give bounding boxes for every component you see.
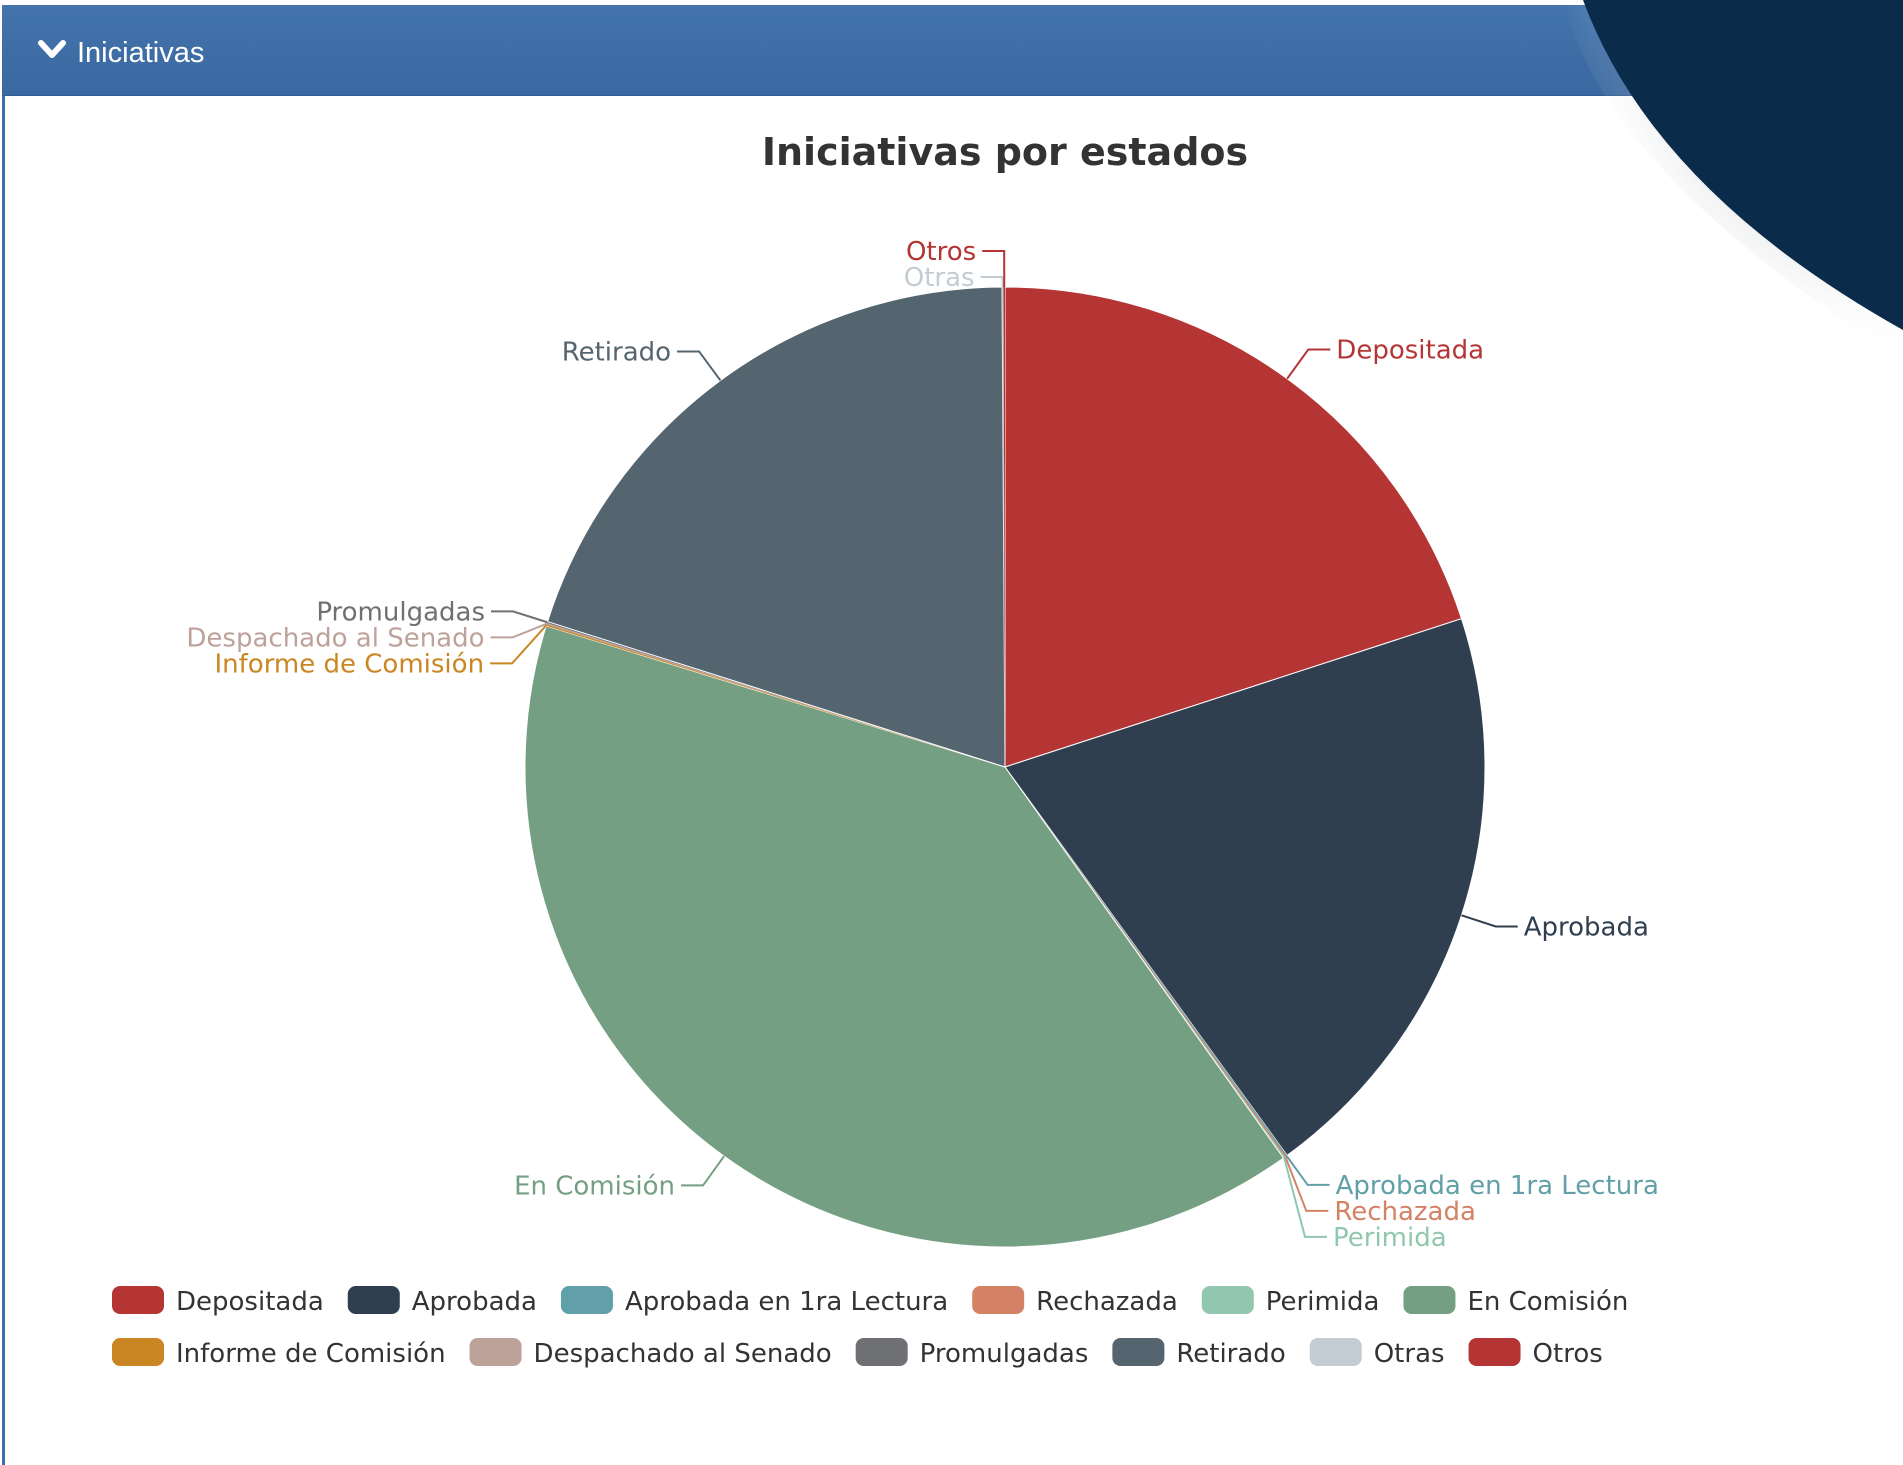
legend-swatch (560, 1286, 613, 1314)
pie-leader-line-depositada (1286, 348, 1331, 380)
pie-leader-line-retirado (677, 350, 722, 382)
pie-leader-line-perimida (1283, 1157, 1328, 1238)
pie-leader-line-otros (982, 250, 1006, 288)
legend-label: Otras (1374, 1339, 1445, 1369)
legend-swatch (1403, 1286, 1456, 1314)
pie-label-retirado: Retirado (562, 337, 671, 367)
legend-label: Retirado (1176, 1339, 1285, 1369)
legend-label: Depositada (176, 1287, 324, 1317)
pie-leader-line-aprobada-en-1ra-lectura (1285, 1155, 1330, 1186)
pie-leader-line-en-comision (681, 1155, 725, 1187)
chart-title: Iniciativas por estados (762, 130, 1248, 174)
panel-title[interactable]: Iniciativas (77, 37, 205, 69)
legend-label: Aprobada en 1ra Lectura (625, 1287, 948, 1317)
pie-label-promulgadas: Promulgadas (316, 597, 485, 627)
pie-leader-line-otras (980, 276, 1004, 288)
pie-label-aprobada-en-1ra-lectura: Aprobada en 1ra Lectura (1336, 1171, 1659, 1201)
legend-label: Otros (1533, 1339, 1603, 1369)
legend-swatch (972, 1286, 1025, 1314)
legend-label: Perimida (1266, 1287, 1380, 1317)
panel-frame (2, 5, 1903, 1465)
pie-label-en-comision: En Comisión (514, 1171, 675, 1201)
legend-swatch (469, 1338, 522, 1366)
pie-slice-otras[interactable] (1001, 287, 1005, 767)
chevron-down-icon[interactable] (38, 39, 66, 61)
legend-label: Informe de Comisión (176, 1339, 446, 1369)
pie-slice-informe-de-comision[interactable] (546, 624, 1005, 767)
pie-slice-aprobada-en-1ra-lectura[interactable] (1005, 767, 1288, 1157)
legend-label: Promulgadas (920, 1339, 1089, 1369)
legend-item-otras[interactable]: Otras (1309, 1338, 1445, 1369)
pie-label-informe-de-comision: Informe de Comisión (214, 649, 484, 679)
pie-label-depositada: Depositada (1336, 336, 1484, 366)
pie-slice-rechazada[interactable] (1005, 767, 1286, 1158)
pie-leader-line-rechazada (1284, 1156, 1329, 1212)
legend-swatch (1112, 1338, 1165, 1366)
pie-leader-line-despachado-al-senado (490, 622, 548, 639)
legend-item-en-comision[interactable]: En Comisión (1403, 1286, 1628, 1317)
legend-label: Despachado al Senado (534, 1339, 832, 1369)
legend-label: Rechazada (1036, 1287, 1178, 1317)
pie-label-otros: Otros (906, 237, 976, 267)
legend-swatch (1201, 1286, 1254, 1314)
legend-item-promulgadas[interactable]: Promulgadas (855, 1338, 1089, 1369)
legend-item-perimida[interactable]: Perimida (1201, 1286, 1380, 1317)
pie-label-aprobada: Aprobada (1524, 912, 1649, 942)
legend-item-retirado[interactable]: Retirado (1112, 1338, 1286, 1369)
legend-swatch (112, 1338, 164, 1366)
legend-item-otros[interactable]: Otros (1468, 1338, 1603, 1369)
pie-label-otras: Otras (904, 263, 975, 293)
pie-label-rechazada: Rechazada (1334, 1197, 1476, 1227)
legend-item-depositada[interactable]: Depositada (112, 1286, 324, 1317)
legend-item-aprobada[interactable]: Aprobada (347, 1286, 537, 1317)
legend-swatch (1309, 1338, 1362, 1366)
pie-label-perimida: Perimida (1333, 1223, 1447, 1253)
legend-swatch (347, 1286, 400, 1314)
legend-item-aprobada-en-1ra-lectura[interactable]: Aprobada en 1ra Lectura (560, 1286, 948, 1317)
legend-label: Aprobada (412, 1287, 537, 1317)
pie-leader-line-informe-de-comision (490, 624, 548, 665)
legend-item-informe-de-comision[interactable]: Informe de Comisión (112, 1338, 446, 1369)
legend-item-despachado-al-senado[interactable]: Despachado al Senado (469, 1338, 832, 1369)
legend-swatch (112, 1286, 164, 1314)
legend-swatch (855, 1338, 908, 1366)
pie-slice-en-comision[interactable] (524, 625, 1285, 1248)
legend-item-rechazada[interactable]: Rechazada (972, 1286, 1178, 1317)
corner-decoration (1563, 0, 1903, 340)
pie-chart: Iniciativas por estados Depositada Aproba… (112, 130, 1659, 1369)
pie-label-despachado-al-senado: Despachado al Senado (186, 623, 484, 653)
legend-label: En Comisión (1467, 1287, 1628, 1317)
pie-leader-line-promulgadas (491, 610, 548, 624)
pie-slice-otros[interactable] (1003, 287, 1005, 767)
legend-swatch (1468, 1338, 1521, 1366)
pie-leader-line-aprobada (1461, 914, 1518, 928)
